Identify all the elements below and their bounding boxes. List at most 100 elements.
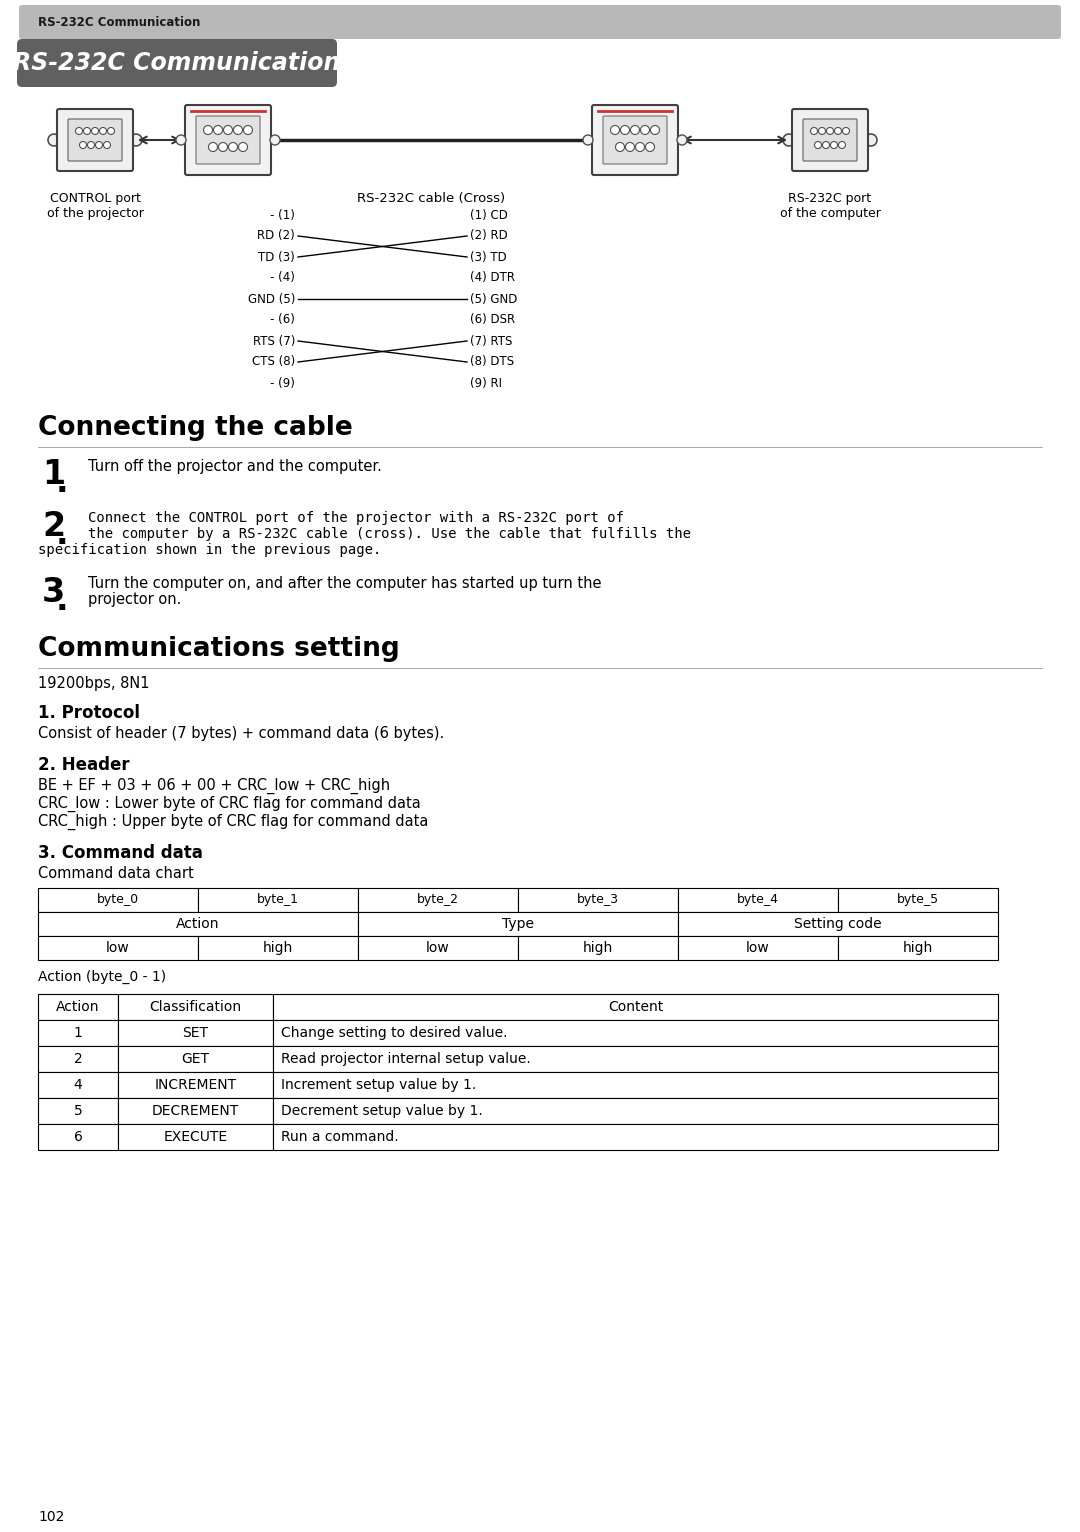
Circle shape — [176, 135, 186, 146]
Circle shape — [616, 142, 624, 152]
Bar — [518, 936, 678, 961]
Text: byte_3: byte_3 — [577, 893, 619, 907]
Text: 1: 1 — [73, 1026, 82, 1040]
Circle shape — [835, 127, 841, 135]
Circle shape — [610, 126, 620, 135]
Circle shape — [130, 133, 141, 146]
Circle shape — [270, 135, 280, 146]
Text: BE + EF + 03 + 06 + 00 + CRC_low + CRC_high: BE + EF + 03 + 06 + 00 + CRC_low + CRC_h… — [38, 778, 390, 794]
Circle shape — [218, 142, 228, 152]
Text: 4: 4 — [73, 1079, 82, 1092]
Bar — [838, 936, 998, 961]
Circle shape — [826, 127, 834, 135]
Text: Run a command.: Run a command. — [281, 1131, 399, 1144]
Text: Action (byte_0 - 1): Action (byte_0 - 1) — [38, 970, 166, 984]
Text: Increment setup value by 1.: Increment setup value by 1. — [281, 1079, 476, 1092]
Text: (5) GND: (5) GND — [470, 293, 517, 305]
Circle shape — [92, 127, 98, 135]
FancyBboxPatch shape — [603, 116, 667, 164]
Text: low: low — [427, 941, 450, 954]
Bar — [678, 889, 838, 912]
Text: - (1): - (1) — [270, 208, 295, 222]
Circle shape — [823, 141, 829, 149]
Circle shape — [95, 141, 103, 149]
Text: RD (2): RD (2) — [257, 230, 295, 242]
Text: CTS (8): CTS (8) — [252, 355, 295, 369]
Circle shape — [625, 142, 635, 152]
Circle shape — [677, 135, 687, 146]
Text: byte_1: byte_1 — [257, 893, 299, 907]
Circle shape — [104, 141, 110, 149]
Bar — [118, 1124, 273, 1151]
Text: (8) DTS: (8) DTS — [470, 355, 514, 369]
Circle shape — [80, 141, 86, 149]
Text: Communications setting: Communications setting — [38, 636, 400, 662]
Text: INCREMENT: INCREMENT — [154, 1079, 237, 1092]
Text: .: . — [56, 467, 69, 499]
Bar — [38, 1124, 118, 1151]
Text: Action: Action — [56, 1000, 99, 1014]
Text: (2) RD: (2) RD — [470, 230, 508, 242]
Bar — [38, 1072, 118, 1098]
Text: 6: 6 — [73, 1131, 82, 1144]
Circle shape — [831, 141, 837, 149]
Circle shape — [819, 127, 825, 135]
Text: 2. Header: 2. Header — [38, 755, 130, 774]
Text: Read projector internal setup value.: Read projector internal setup value. — [281, 1052, 530, 1066]
Bar — [118, 1046, 273, 1072]
Circle shape — [48, 133, 60, 146]
FancyBboxPatch shape — [19, 5, 1061, 38]
Circle shape — [243, 126, 253, 135]
Text: .: . — [56, 518, 69, 552]
Text: low: low — [746, 941, 770, 954]
Text: high: high — [583, 941, 613, 954]
Text: GND (5): GND (5) — [247, 293, 295, 305]
Circle shape — [650, 126, 660, 135]
Text: TD (3): TD (3) — [258, 251, 295, 264]
Text: byte_5: byte_5 — [896, 893, 940, 907]
Text: projector on.: projector on. — [87, 591, 181, 607]
Text: byte_4: byte_4 — [737, 893, 779, 907]
Circle shape — [838, 141, 846, 149]
Text: of the projector: of the projector — [46, 207, 144, 221]
Circle shape — [239, 142, 247, 152]
Bar — [273, 1046, 998, 1072]
Text: Decrement setup value by 1.: Decrement setup value by 1. — [281, 1105, 483, 1118]
Circle shape — [224, 126, 232, 135]
FancyBboxPatch shape — [792, 109, 868, 172]
Text: 5: 5 — [73, 1105, 82, 1118]
FancyBboxPatch shape — [68, 119, 122, 161]
Bar — [38, 1020, 118, 1046]
Text: .: . — [56, 584, 69, 616]
Text: (6) DSR: (6) DSR — [470, 314, 515, 326]
Bar — [118, 994, 273, 1020]
Text: - (4): - (4) — [270, 271, 295, 285]
Text: RS-232C port: RS-232C port — [788, 192, 872, 205]
Circle shape — [814, 141, 822, 149]
Text: low: low — [106, 941, 130, 954]
Text: Setting code: Setting code — [794, 918, 881, 931]
FancyBboxPatch shape — [185, 106, 271, 175]
Text: high: high — [903, 941, 933, 954]
Circle shape — [99, 127, 107, 135]
Text: - (9): - (9) — [270, 377, 295, 389]
Text: Turn off the projector and the computer.: Turn off the projector and the computer. — [87, 460, 382, 473]
Text: CONTROL port: CONTROL port — [50, 192, 140, 205]
Circle shape — [810, 127, 818, 135]
Bar — [198, 889, 357, 912]
FancyBboxPatch shape — [804, 119, 858, 161]
FancyBboxPatch shape — [17, 38, 337, 87]
Circle shape — [783, 133, 795, 146]
Bar — [357, 936, 518, 961]
Text: Action: Action — [176, 918, 219, 931]
Circle shape — [640, 126, 649, 135]
Bar — [38, 912, 357, 936]
Text: RS-232C Communication: RS-232C Communication — [13, 51, 340, 75]
Bar — [273, 1124, 998, 1151]
Bar — [38, 936, 198, 961]
Bar — [118, 1020, 273, 1046]
Text: (4) DTR: (4) DTR — [470, 271, 515, 285]
Bar — [357, 912, 678, 936]
Text: 1. Protocol: 1. Protocol — [38, 705, 140, 722]
Bar — [118, 1098, 273, 1124]
